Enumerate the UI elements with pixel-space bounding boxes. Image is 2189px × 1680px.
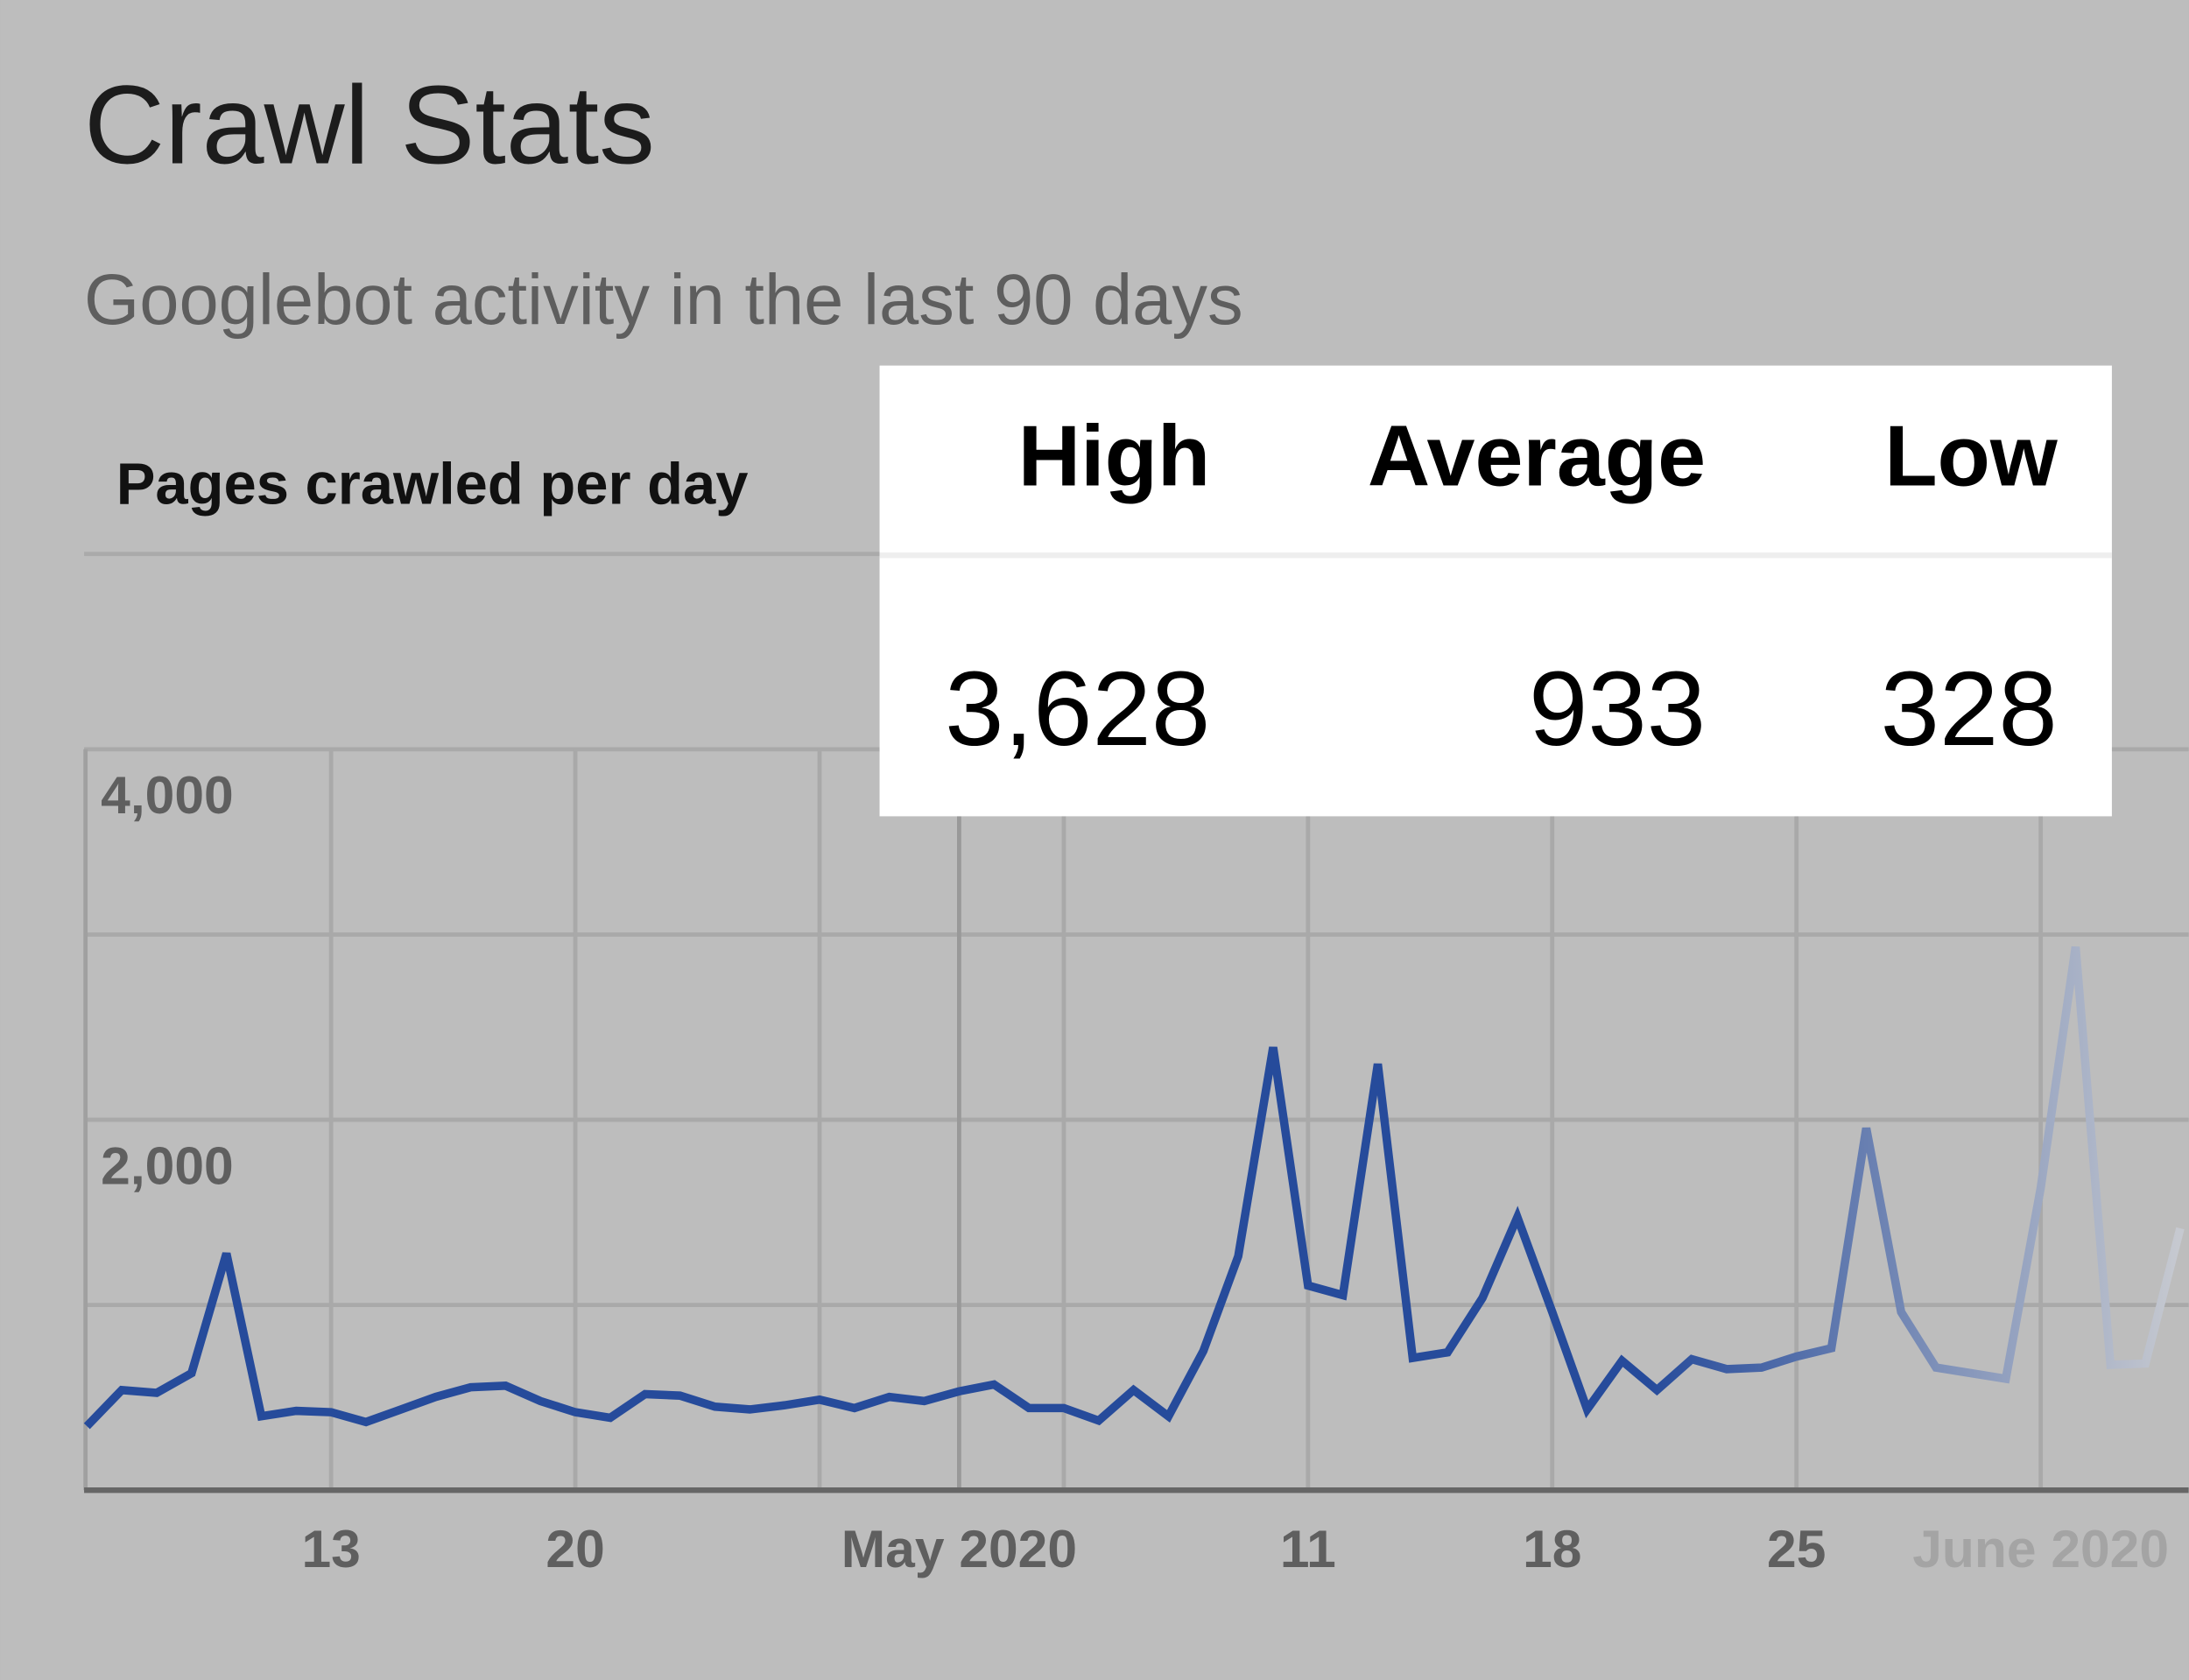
x-tick-label: 18	[1523, 1519, 1581, 1578]
y-tick-label: 2,000	[101, 1135, 234, 1195]
x-tick-label: 11	[1280, 1519, 1336, 1578]
stats-value: 933	[1529, 649, 1706, 768]
stats-header: Low	[1884, 408, 2059, 504]
stats-value: 328	[1881, 649, 2058, 768]
page-title: Crawl Stats	[84, 63, 655, 187]
plot: 2,000 4,000 13 20 May 2020 11 18 25 June 2020	[83, 747, 2189, 1578]
stats-header: Average	[1368, 408, 1706, 504]
stats-value: 3,628	[945, 649, 1210, 768]
x-tick-label: 13	[301, 1519, 360, 1578]
stats-header: High	[1018, 408, 1211, 504]
data-line	[83, 945, 2185, 1430]
x-tick-label: 25	[1767, 1519, 1826, 1578]
stats-box	[879, 365, 2112, 817]
x-tick-label: June 2020	[1912, 1519, 2169, 1578]
x-tick-label: 20	[545, 1519, 604, 1578]
x-tick-label: May 2020	[841, 1519, 1077, 1578]
chart-title: Pages crawled per day	[116, 451, 749, 517]
page-subtitle: Googlebot activity in the last 90 days	[84, 260, 1243, 340]
y-tick-label: 4,000	[101, 765, 234, 825]
